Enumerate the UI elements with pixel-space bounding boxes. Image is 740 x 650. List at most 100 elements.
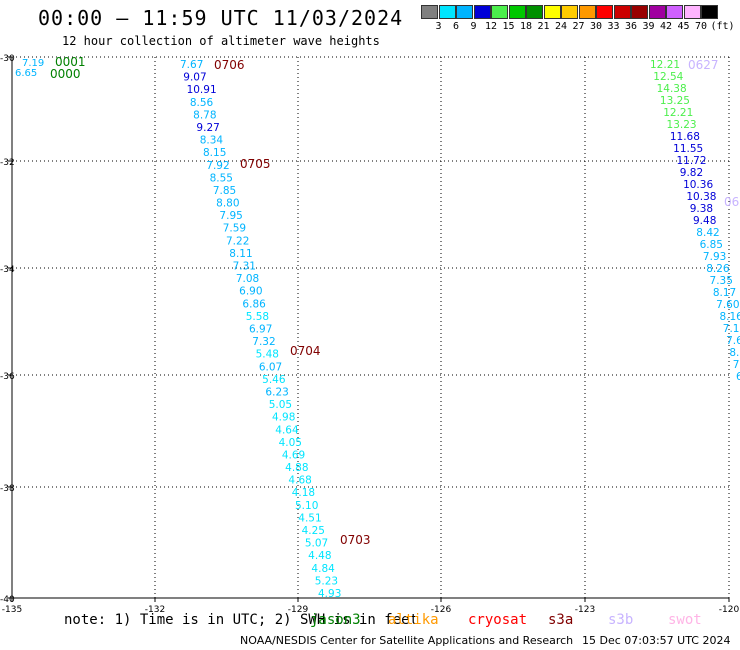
swh-value: 5.05: [269, 399, 292, 411]
scale-swatch: [578, 5, 596, 19]
swh-value: 8.42: [696, 227, 719, 239]
scale-swatch: [666, 5, 683, 19]
swh-value: 4.25: [302, 525, 325, 537]
scale-label: 36: [624, 21, 638, 32]
swh-value: 11.55: [673, 143, 703, 155]
scale-label: 12: [484, 21, 498, 32]
swh-value: 12.21: [663, 107, 693, 119]
lon-label: -120: [719, 605, 740, 615]
swh-value: 4.98: [272, 412, 295, 424]
swh-value: 12.54: [653, 71, 683, 83]
pass-time-label: 0001: [55, 55, 86, 69]
swh-value: 6.85: [700, 239, 723, 251]
swh-value: 7.85: [213, 185, 236, 197]
scale-swatch: [473, 5, 491, 19]
scale-swatch: [526, 5, 543, 19]
pass-time-label: 0627: [688, 58, 719, 72]
scale-label: 33: [607, 21, 620, 32]
satellite-legend-item: s3a: [548, 612, 574, 628]
swh-value: 4.48: [308, 550, 331, 562]
scale-label: 15: [502, 21, 515, 32]
swh-value: 9.48: [693, 215, 716, 227]
swh-value: 7.93: [703, 251, 726, 263]
swh-value: 10.38: [686, 191, 716, 203]
swh-value: 4.64: [275, 424, 299, 436]
scale-label: 42: [659, 21, 673, 32]
swh-value: 5.58: [246, 311, 269, 323]
swh-value: 7.95: [219, 210, 242, 222]
swh-value: 4.18: [292, 487, 315, 499]
swh-value: 6.23: [265, 386, 288, 398]
swh-value: 8.11: [229, 248, 252, 260]
swh-value: 7.08: [236, 273, 259, 285]
swh-value: 4.93: [318, 588, 341, 600]
scale-label: 70: [694, 21, 708, 32]
scale-label: 45: [677, 21, 690, 32]
scale-swatch: [456, 5, 473, 19]
lon-label: -123: [575, 605, 595, 615]
swh-value: 6: [736, 371, 740, 383]
lat-label: -40: [0, 595, 15, 605]
swh-value: 9.38: [690, 203, 713, 215]
swh-value: 8.26: [706, 263, 730, 275]
scale-label: 9: [470, 21, 477, 32]
scale-swatch: [491, 5, 508, 19]
pass-time-label: 0704: [290, 344, 321, 358]
swh-value: 6.86: [242, 298, 266, 310]
scale-label: 6: [452, 21, 460, 32]
scale-label: 21: [537, 21, 550, 32]
scale-swatch: [508, 5, 526, 19]
scale-swatch: [561, 5, 578, 19]
swh-value: 4.88: [285, 462, 308, 474]
satellite-legend-item: swot: [668, 612, 702, 628]
swh-value: 8.78: [193, 109, 216, 121]
swh-value: 5.10: [295, 500, 318, 512]
scale-swatch: [683, 5, 701, 19]
swh-value: 5.48: [256, 349, 279, 361]
pass-time-label: 0705: [240, 157, 271, 171]
scale-swatch: [438, 5, 456, 19]
pass-time-label: 0706: [214, 58, 245, 72]
satellite-legend-item: altika: [388, 612, 439, 628]
scale-label: 39: [642, 21, 655, 32]
swh-value: 7.6: [726, 335, 740, 347]
pass-time-label: 0703: [340, 533, 371, 547]
swh-value: 7.32: [252, 336, 275, 348]
scale-label: 3: [435, 21, 442, 32]
swh-value: 7.60: [716, 299, 739, 311]
swh-value: 6.07: [259, 361, 282, 373]
swh-value: 12.21: [650, 59, 680, 71]
lon-label: -126: [431, 605, 452, 615]
swh-value: 7.19: [22, 58, 44, 69]
scale-swatch: [543, 5, 561, 19]
swh-value: 8.55: [210, 172, 233, 184]
lat-label: -32: [0, 158, 15, 168]
swh-value: 8.34: [200, 135, 224, 147]
lat-label: -34: [0, 265, 15, 275]
generated-timestamp: 15 Dec 07:03:57 UTC 2024: [582, 634, 731, 647]
scale-label: 30: [589, 21, 603, 32]
swh-value: 5.07: [305, 538, 328, 550]
swh-value: 5.23: [315, 575, 338, 587]
scale-unit: (ft): [710, 21, 735, 32]
map-subtitle: 12 hour collection of altimeter wave hei…: [62, 34, 380, 48]
scale-label: 24: [554, 21, 568, 32]
swh-value: 6.90: [239, 286, 262, 298]
swh-value: 8.56: [190, 97, 214, 109]
scale-label: 27: [572, 21, 585, 32]
scale-swatch: [701, 5, 718, 19]
lat-label: -38: [0, 484, 15, 494]
scale-swatch: [596, 5, 613, 19]
satellite-legend-item: cryosat: [468, 612, 528, 628]
scale-swatch: [631, 5, 648, 19]
swh-value: 10.91: [187, 84, 217, 96]
credit-line: NOAA/NESDIS Center for Satellite Applica…: [240, 634, 574, 647]
map-title: 00:00 – 11:59 UTC 11/03/2024: [38, 6, 404, 30]
scale-label: 18: [519, 21, 533, 32]
swh-value: 8.16: [719, 311, 740, 323]
lon-label: -132: [145, 605, 165, 615]
swh-value: 6.97: [249, 324, 272, 336]
swh-value: 6.65: [15, 68, 37, 79]
swh-value: 4.05: [279, 437, 302, 449]
swh-value: 8.80: [216, 198, 239, 210]
